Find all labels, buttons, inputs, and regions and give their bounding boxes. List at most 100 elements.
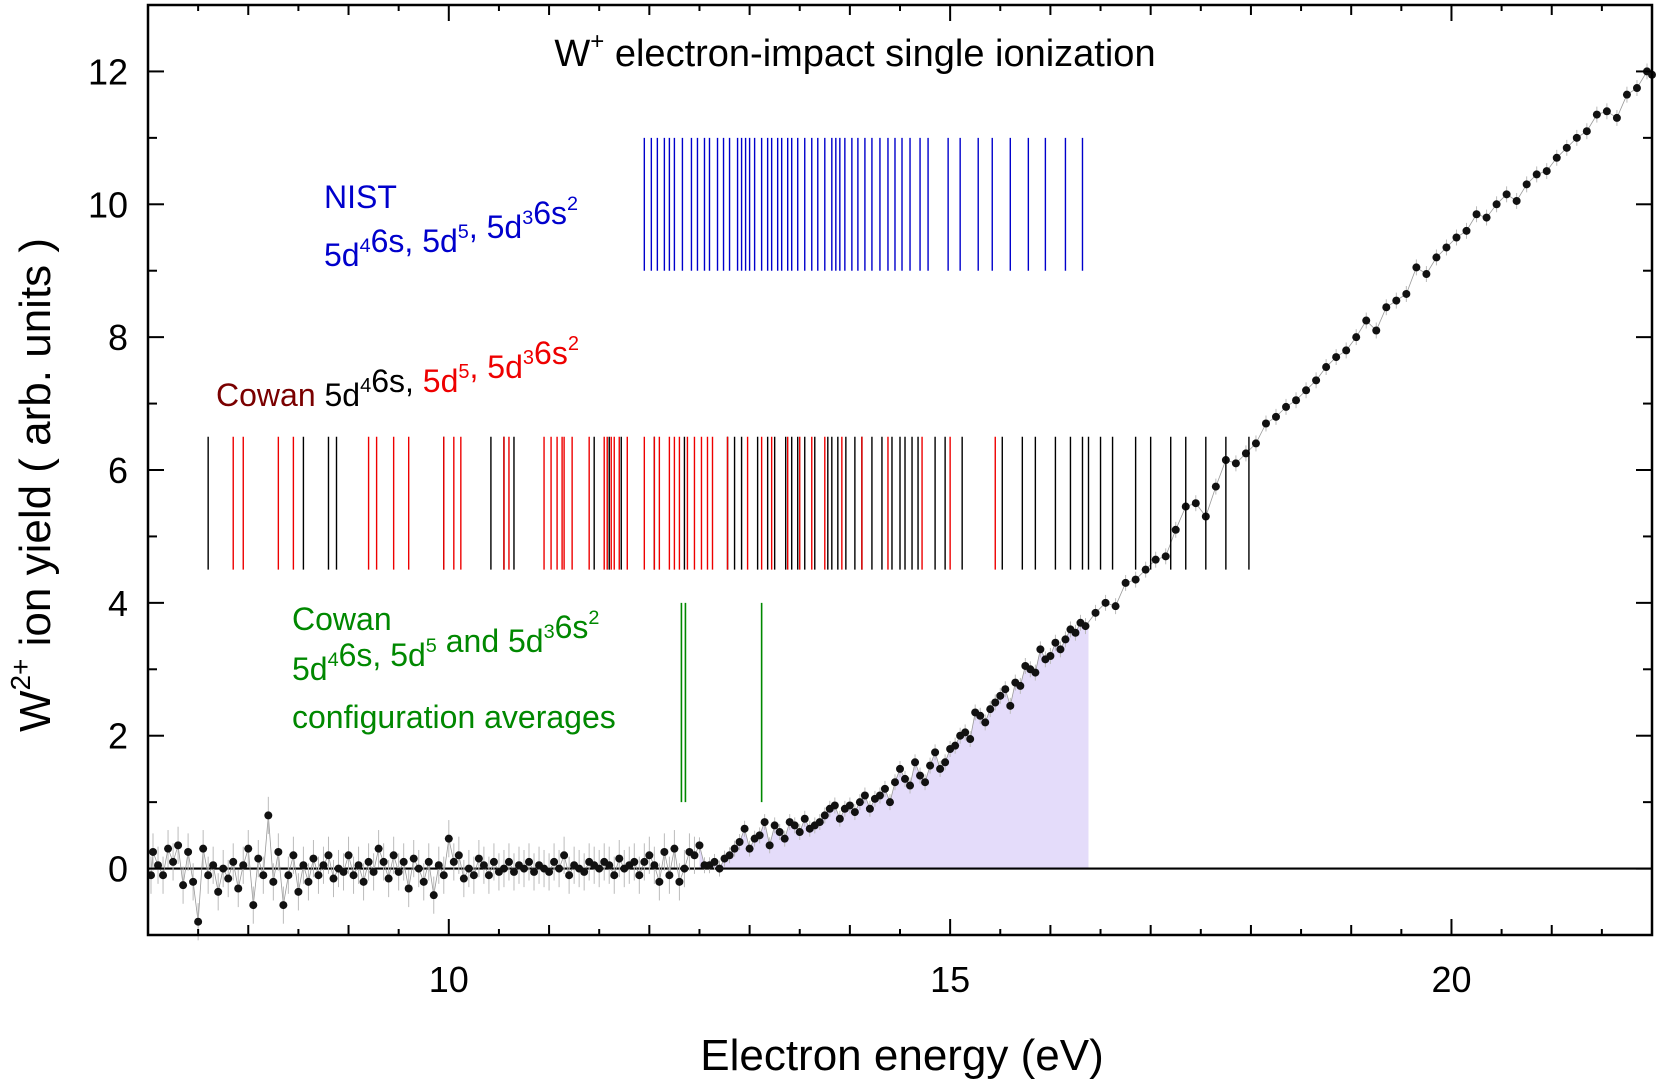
data-point-226 (1472, 210, 1481, 219)
data-point-228 (1492, 200, 1501, 209)
x-tick-label-20: 20 (1431, 959, 1471, 1000)
data-point-143 (860, 791, 869, 800)
data-point-11 (199, 844, 208, 853)
data-point-64 (464, 864, 473, 873)
data-point-157 (931, 748, 940, 757)
data-point-94 (615, 854, 624, 863)
data-point-45 (369, 867, 378, 876)
data-point-208 (1292, 396, 1301, 405)
legend-nist-configs-part-4: , (469, 209, 487, 245)
data-point-69 (489, 857, 498, 866)
data-point-18 (234, 884, 243, 893)
data-point-141 (850, 808, 859, 817)
data-point-126 (775, 828, 784, 837)
data-point-56 (424, 857, 433, 866)
axes-group (146, 3, 1654, 937)
data-point-124 (765, 841, 774, 850)
x-axis-label: Electron energy (eV) (700, 1031, 1104, 1080)
data-point-10 (194, 917, 203, 926)
data-point-134 (815, 818, 824, 827)
data-point-123 (760, 818, 769, 827)
legend-average-line1: Cowan (292, 601, 392, 637)
data-point-216 (1372, 326, 1381, 335)
data-point-24 (264, 811, 273, 820)
data-point-180 (1046, 652, 1055, 660)
data-point-77 (530, 867, 539, 876)
chart-title-rest: electron-impact single ionization (604, 33, 1155, 75)
data-point-223 (1442, 243, 1451, 252)
data-point-209 (1302, 386, 1311, 395)
data-point-131 (800, 814, 809, 823)
data-point-178 (1036, 645, 1045, 654)
data-point-14 (214, 887, 223, 896)
data-point-203 (1241, 449, 1250, 458)
data-point-55 (419, 877, 428, 886)
data-point-151 (901, 774, 910, 783)
data-point-5 (169, 857, 178, 866)
data-point-17 (229, 857, 238, 866)
data-point-148 (885, 798, 894, 807)
data-point-122 (755, 831, 764, 840)
data-point-211 (1322, 363, 1331, 372)
data-point-231 (1522, 180, 1531, 189)
data-point-225 (1462, 226, 1471, 235)
y-tick-label-2: 2 (108, 716, 128, 757)
data-point-103 (660, 847, 669, 856)
data-point-62 (454, 851, 463, 860)
data-point-152 (906, 781, 915, 790)
y-axis-label: W2+ ion yield ( arb. units ) (5, 238, 60, 732)
data-point-33 (309, 854, 318, 863)
data-point-218 (1392, 296, 1401, 305)
data-point-73 (509, 867, 518, 876)
y-tick-label-4: 4 (108, 583, 128, 624)
legend-cowan-red-sup-1: 3 (523, 347, 534, 369)
data-point-113 (710, 857, 719, 866)
data-point-9 (189, 877, 198, 886)
data-point-150 (896, 764, 904, 773)
data-point-155 (921, 778, 930, 787)
data-point-54 (414, 864, 423, 873)
tick-labels-group: 10 15 20 0 2 4 6 8 10 12 (88, 51, 1472, 1000)
legend-cowan-red-part-0: 5d (423, 363, 459, 399)
data-point-234 (1552, 153, 1561, 162)
data-point-164 (966, 735, 975, 744)
x-tick-label-15: 15 (930, 959, 970, 1000)
data-point-177 (1031, 668, 1040, 677)
legend-cowan-red-part-2: 6s (534, 335, 568, 371)
legend-cowan-red-sup-2: 2 (568, 333, 579, 355)
data-point-114 (715, 864, 724, 873)
y-tick-label-12: 12 (88, 51, 128, 92)
data-point-26 (274, 847, 283, 856)
data-point-4 (164, 844, 173, 853)
data-point-242 (1632, 84, 1641, 93)
data-point-192 (1131, 575, 1140, 584)
data-point-25 (269, 877, 278, 886)
data-point-189 (1101, 598, 1110, 607)
data-point-110 (695, 841, 704, 850)
data-point-222 (1432, 253, 1441, 262)
data-point-159 (941, 758, 950, 767)
data-point-32 (304, 877, 313, 886)
data-point-153 (911, 758, 920, 767)
data-point-125 (770, 821, 779, 830)
data-point-40 (344, 851, 353, 860)
data-point-13 (209, 861, 218, 870)
data-point-147 (880, 784, 889, 793)
data-point-135 (820, 811, 829, 820)
legend-nist-configs-sup-0: 4 (360, 235, 371, 257)
data-point-34 (314, 871, 323, 880)
legend-cowan-black-part-0: 5d (325, 377, 361, 413)
data-point-204 (1251, 439, 1260, 448)
data-point-48 (384, 874, 393, 883)
data-point-92 (605, 861, 614, 870)
data-point-224 (1452, 233, 1461, 242)
data-point-233 (1542, 167, 1551, 176)
legend-nist-configs-part-0: 5d (324, 237, 360, 273)
legend-nist-configs-part-3: 5d (422, 223, 458, 259)
data-point-101 (650, 861, 659, 870)
data-point-116 (725, 851, 734, 860)
data-point-81 (550, 857, 559, 866)
legend-cowan-red-sup-0: 5 (458, 361, 469, 383)
data-point-169 (991, 698, 1000, 707)
